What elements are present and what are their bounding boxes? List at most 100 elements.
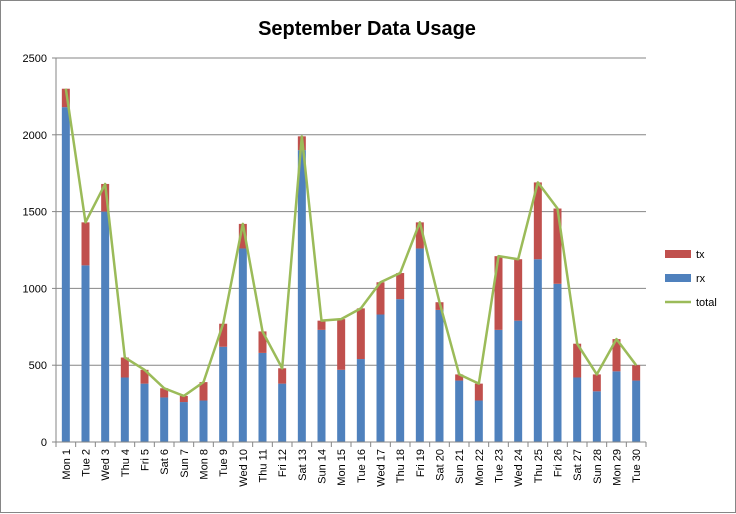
bar-rx [376, 314, 385, 442]
bar-tx [120, 357, 129, 378]
bar-tx [258, 331, 267, 353]
bar-rx [573, 377, 582, 442]
bar-tx [317, 320, 326, 330]
x-tick-label: Wed 17 [376, 449, 388, 487]
x-tick-label: Fri 19 [415, 449, 427, 477]
bar-tx [61, 88, 70, 108]
y-tick-label: 500 [29, 360, 47, 372]
bar-tx [356, 308, 365, 360]
bar-tx [160, 388, 169, 398]
bar-rx [120, 377, 129, 442]
bar-rx [632, 380, 641, 442]
legend-label-tx: tx [696, 249, 705, 261]
bar-rx [455, 380, 464, 442]
bar-tx [573, 343, 582, 378]
bar-tx [632, 365, 641, 381]
bar-tx [238, 223, 247, 249]
bar-tx [179, 395, 188, 403]
y-tick-label: 2500 [23, 53, 47, 65]
chart-title: September Data Usage [258, 18, 476, 40]
y-tick-label: 1500 [23, 207, 47, 219]
x-tick-label: Wed 10 [238, 449, 250, 487]
y-tick-label: 0 [41, 437, 47, 449]
bar-rx [612, 371, 621, 442]
x-tick-label: Sat 27 [572, 449, 584, 481]
x-tick-label: Sat 20 [435, 449, 447, 481]
bar-rx [199, 400, 208, 442]
bar-rx [81, 265, 90, 442]
x-tick-label: Wed 3 [100, 449, 112, 481]
x-tick-label: Mon 22 [474, 449, 486, 486]
legend-swatch-tx [665, 250, 691, 258]
bar-rx [592, 391, 601, 442]
bar-tx [612, 339, 621, 372]
x-tick-label: Sat 6 [159, 449, 171, 475]
legend-label-rx: rx [696, 273, 706, 285]
bar-rx [160, 397, 169, 442]
bar-rx [494, 329, 503, 442]
total-line [64, 88, 638, 398]
bar-rx [179, 402, 188, 442]
bar-rx [278, 383, 287, 442]
bar-tx [514, 259, 523, 321]
bar-tx [81, 222, 90, 266]
x-tick-label: Fri 5 [140, 449, 152, 471]
x-tick-label: Mon 8 [199, 449, 211, 480]
x-tick-label: Thu 4 [120, 449, 132, 477]
bar-tx [219, 323, 228, 347]
bar-tx [474, 383, 483, 401]
x-tick-label: Sun 14 [317, 449, 329, 484]
bars [61, 88, 641, 442]
bar-rx [258, 352, 267, 442]
gridlines [56, 57, 646, 366]
x-tick-label: Sun 21 [454, 449, 466, 484]
x-tick-label: Mon 1 [61, 449, 73, 480]
y-tick-label: 1000 [23, 283, 47, 295]
bar-rx [474, 400, 483, 442]
x-tick-label: Fri 26 [553, 449, 565, 477]
axes: 0 500 1000 1500 2000 2500 Mon 1 Tue 2 Wed 3 Thu 4… [23, 53, 647, 487]
bar-rx [356, 359, 365, 442]
bar-tx [199, 382, 208, 401]
x-tick-label: Thu 25 [533, 449, 545, 483]
y-tick-label: 2000 [23, 130, 47, 142]
x-tick-label: Tue 30 [631, 449, 643, 483]
bar-rx [238, 248, 247, 442]
x-tick-label: Sat 13 [297, 449, 309, 481]
bar-tx [533, 182, 542, 260]
x-tick-label: Tue 16 [356, 449, 368, 483]
x-tick-label: Mon 15 [336, 449, 348, 486]
bar-tx [415, 222, 424, 249]
bar-rx [140, 383, 149, 442]
bar-tx [101, 183, 110, 212]
bar-tx [376, 282, 385, 315]
bar-tx [592, 374, 601, 392]
x-tick-label: Sun 7 [179, 449, 191, 478]
bar-tx [278, 368, 287, 384]
x-tick-label: Sun 28 [592, 449, 604, 484]
x-tick-label: Thu 11 [258, 449, 270, 482]
x-tick-label: Thu 18 [395, 449, 407, 483]
total-series-line [64, 88, 638, 398]
x-tick-label: Tue 2 [81, 449, 93, 477]
bar-tx [337, 319, 346, 370]
bar-rx [435, 309, 444, 442]
x-tick-label: Fri 12 [277, 449, 289, 477]
bar-tx [494, 256, 503, 330]
bar-rx [61, 107, 70, 442]
x-tick-label: Mon 29 [612, 449, 624, 486]
bar-rx [514, 320, 523, 442]
bar-rx [297, 150, 306, 442]
x-tick-label: Tue 23 [494, 449, 506, 483]
x-tick-label: Wed 24 [513, 449, 525, 487]
bar-rx [533, 259, 542, 442]
bar-rx [415, 248, 424, 442]
bar-tx [455, 374, 464, 381]
bar-rx [219, 346, 228, 442]
bar-tx [396, 273, 405, 300]
bar-rx [337, 369, 346, 442]
bar-tx [140, 369, 149, 384]
bar-rx [553, 283, 562, 442]
